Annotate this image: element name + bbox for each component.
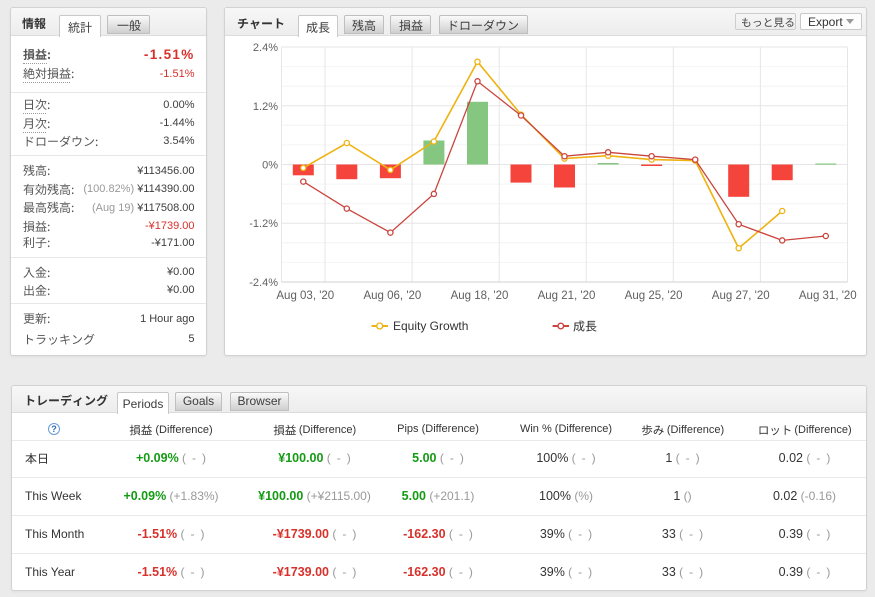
svg-text:-2.4%: -2.4% [249, 277, 278, 289]
svg-text:Aug 18, '20: Aug 18, '20 [451, 290, 509, 302]
svg-text:Aug 21, '20: Aug 21, '20 [538, 290, 596, 302]
svg-text:Aug 27, '20: Aug 27, '20 [712, 290, 770, 302]
svg-text:-1.2%: -1.2% [249, 218, 278, 230]
svg-text:Equity Growth: Equity Growth [393, 319, 468, 333]
svg-text:Aug 31, '20: Aug 31, '20 [799, 290, 857, 302]
svg-text:1.2%: 1.2% [253, 101, 278, 113]
svg-text:Aug 06, '20: Aug 06, '20 [363, 290, 421, 302]
svg-text:2.4%: 2.4% [253, 42, 278, 54]
svg-text:0%: 0% [262, 160, 278, 172]
svg-text:Aug 03, '20: Aug 03, '20 [276, 290, 334, 302]
svg-text:Aug 25, '20: Aug 25, '20 [625, 290, 683, 302]
